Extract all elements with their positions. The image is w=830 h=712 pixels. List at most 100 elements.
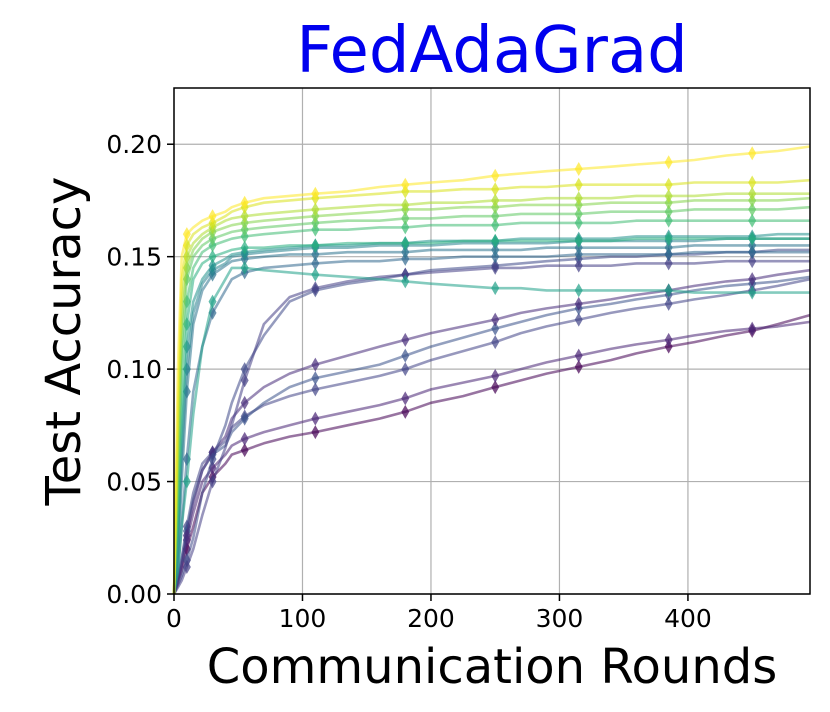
y-tick-label-0: 0.00 <box>106 580 162 609</box>
x-tick-label-4: 400 <box>664 604 712 633</box>
series-marker-16-15 <box>401 197 410 212</box>
series-layer <box>172 145 811 595</box>
series-marker-11-3 <box>182 474 191 489</box>
series-marker-3-15 <box>401 348 410 363</box>
series-marker-1-21 <box>574 348 583 363</box>
series-marker-2-15 <box>401 362 410 377</box>
series-line-15 <box>172 196 811 595</box>
series-marker-6-9 <box>240 373 249 388</box>
series-marker-18-24 <box>664 155 673 170</box>
series-marker-11-12 <box>311 267 320 282</box>
series-marker-1-27 <box>748 321 757 336</box>
series-marker-12-27 <box>748 231 757 246</box>
series-marker-16-24 <box>664 188 673 203</box>
series-line-12 <box>172 237 810 595</box>
series-marker-16-18 <box>491 193 500 208</box>
series-line-6 <box>172 259 810 595</box>
series-marker-11-21 <box>574 283 583 298</box>
series-marker-2-21 <box>574 312 583 327</box>
series-marker-11-9 <box>240 260 249 275</box>
x-tick-label-3: 300 <box>536 604 584 633</box>
y-tick-label-4: 0.20 <box>106 130 162 159</box>
series-marker-11-15 <box>401 274 410 289</box>
series-line-11 <box>172 266 810 595</box>
series-marker-18-27 <box>748 146 757 161</box>
series-marker-16-21 <box>574 191 583 206</box>
series-marker-0-9 <box>240 443 249 458</box>
x-tick-label-1: 100 <box>279 604 327 633</box>
series-marker-11-27 <box>748 285 757 300</box>
series-marker-13-27 <box>748 213 757 228</box>
series-marker-11-18 <box>491 281 500 296</box>
series-line-8 <box>172 244 810 595</box>
series-line-18 <box>172 145 811 595</box>
series-marker-0-21 <box>574 359 583 374</box>
series-marker-4-3 <box>182 528 191 543</box>
series-marker-14-18 <box>491 209 500 224</box>
series-marker-12-6 <box>208 249 217 264</box>
series-marker-17-21 <box>574 177 583 192</box>
series-marker-18-18 <box>491 168 500 183</box>
y-tick-label-3: 0.15 <box>106 243 162 272</box>
series-marker-6-18 <box>491 260 500 275</box>
series-marker-13-18 <box>491 218 500 233</box>
series-marker-17-18 <box>491 182 500 197</box>
series-marker-7-12 <box>311 256 320 271</box>
series-marker-0-18 <box>491 380 500 395</box>
series-marker-2-18 <box>491 335 500 350</box>
series-line-1 <box>172 320 811 595</box>
series-marker-6-6 <box>208 474 217 489</box>
series-marker-4-15 <box>401 332 410 347</box>
series-marker-6-24 <box>664 256 673 271</box>
plot-frame <box>173 87 811 595</box>
series-marker-17-24 <box>664 177 673 192</box>
series-marker-6-12 <box>311 281 320 296</box>
series-marker-14-15 <box>401 211 410 226</box>
series-marker-18-9 <box>240 195 249 210</box>
series-marker-13-21 <box>574 215 583 230</box>
series-marker-2-24 <box>664 296 673 311</box>
x-axis-label: Communication Rounds <box>207 639 777 695</box>
chart-title: FedAdaGrad <box>296 14 688 88</box>
series-marker-6-3 <box>182 560 191 575</box>
series-line-14 <box>172 205 811 595</box>
series-marker-16-12 <box>311 202 320 217</box>
series-marker-18-6 <box>208 209 217 224</box>
series-marker-14-27 <box>748 202 757 217</box>
series-marker-4-21 <box>574 296 583 311</box>
series-marker-18-21 <box>574 161 583 176</box>
series-marker-5-6 <box>208 452 217 467</box>
series-marker-12-12 <box>311 238 320 253</box>
series-line-13 <box>172 219 810 595</box>
series-marker-18-3 <box>182 227 191 242</box>
series-marker-12-15 <box>401 236 410 251</box>
series-marker-18-12 <box>311 186 320 201</box>
series-marker-11-24 <box>664 283 673 298</box>
series-marker-4-12 <box>311 357 320 372</box>
series-line-2 <box>172 277 811 595</box>
series-line-9 <box>172 237 810 595</box>
series-marker-4-18 <box>491 312 500 327</box>
series-marker-0-15 <box>401 404 410 419</box>
y-tick-label-2: 0.10 <box>106 355 162 384</box>
series-marker-1-24 <box>664 332 673 347</box>
series-marker-3-18 <box>491 321 500 336</box>
series-marker-12-24 <box>664 231 673 246</box>
series-marker-10-6 <box>208 258 217 273</box>
series-marker-12-18 <box>491 233 500 248</box>
series-marker-11-6 <box>208 294 217 309</box>
y-tick-label-1: 0.05 <box>106 468 162 497</box>
series-marker-16-27 <box>748 186 757 201</box>
series-marker-6-27 <box>748 254 757 269</box>
series-marker-14-24 <box>664 204 673 219</box>
x-tick-label-2: 200 <box>407 604 455 633</box>
y-axis-label: Test Accuracy <box>36 177 92 507</box>
series-marker-1-12 <box>311 411 320 426</box>
series-line-17 <box>172 178 811 595</box>
series-marker-2-12 <box>311 382 320 397</box>
series-marker-17-27 <box>748 175 757 190</box>
series-marker-6-21 <box>574 258 583 273</box>
series-marker-14-21 <box>574 206 583 221</box>
series-marker-18-15 <box>401 177 410 192</box>
